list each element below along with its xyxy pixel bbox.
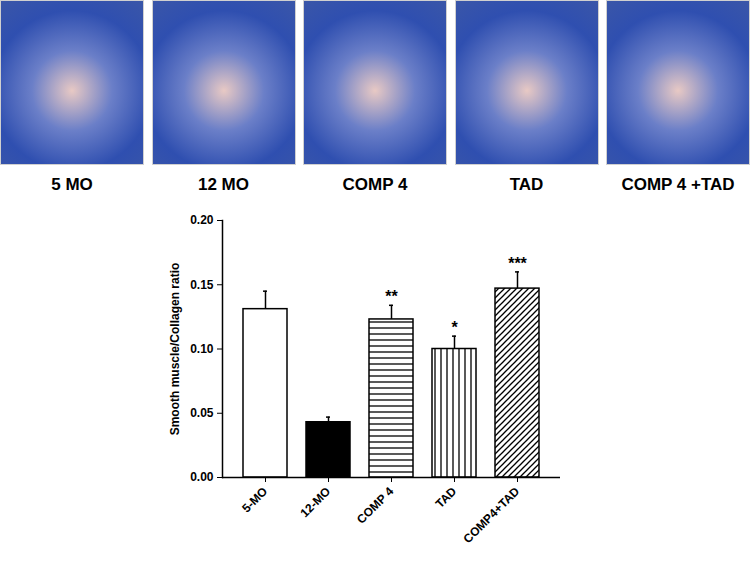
- svg-text:0.00: 0.00: [190, 470, 214, 484]
- html-text:12 MO: 12 MO: [198, 175, 249, 194]
- svg-text:*: *: [451, 319, 458, 336]
- svg-text:TAD: TAD: [433, 484, 460, 511]
- svg-text:0.10: 0.10: [190, 342, 214, 356]
- html-text:TAD: TAD: [509, 175, 544, 194]
- svg-text:COMP4+TAD: COMP4+TAD: [460, 484, 522, 546]
- html-text:5 MO: 5 MO: [51, 175, 93, 194]
- svg-text:5-MO: 5-MO: [239, 484, 270, 515]
- svg-text:COMP 4: COMP 4: [354, 484, 397, 527]
- svg-text:0.20: 0.20: [190, 213, 214, 227]
- svg-text:Smooth muscle/Collagen ratio: Smooth muscle/Collagen ratio: [168, 263, 182, 436]
- html-text:COMP 4: COMP 4: [342, 175, 408, 194]
- svg-text:**: **: [385, 288, 398, 305]
- svg-text:12-MO: 12-MO: [297, 484, 333, 520]
- svg-text:0.05: 0.05: [190, 406, 214, 420]
- svg-text:0.15: 0.15: [190, 278, 214, 292]
- html-text:COMP 4 +TAD: COMP 4 +TAD: [621, 175, 735, 194]
- svg-text:***: ***: [508, 255, 527, 272]
